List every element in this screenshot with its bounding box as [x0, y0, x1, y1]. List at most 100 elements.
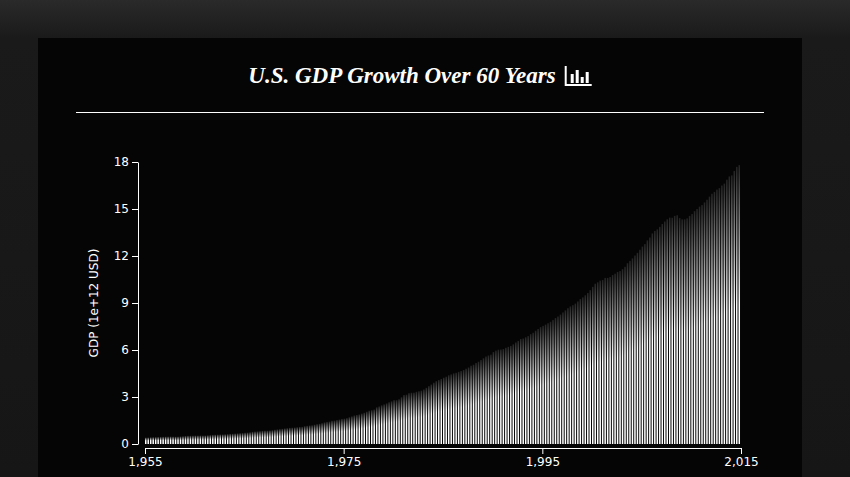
bar [247, 433, 248, 444]
bar [448, 375, 449, 444]
bar [570, 306, 571, 444]
bar [212, 435, 213, 444]
bar [580, 299, 581, 444]
bar [406, 395, 407, 444]
bar [642, 247, 643, 444]
bar [264, 431, 265, 444]
bar [287, 428, 288, 444]
bar [542, 326, 543, 444]
bar [503, 349, 504, 444]
bar [423, 389, 424, 444]
bar [614, 274, 615, 444]
bar [376, 407, 377, 444]
bar [639, 250, 640, 444]
bar [664, 222, 665, 444]
bar [535, 331, 536, 444]
bar [145, 438, 146, 444]
bar [331, 421, 332, 444]
bar [381, 405, 382, 444]
bar [172, 437, 173, 444]
bar [604, 278, 605, 444]
bar [565, 310, 566, 444]
bar [329, 422, 330, 444]
bar [490, 355, 491, 444]
bar [314, 425, 315, 444]
bar [632, 258, 633, 444]
bar [306, 426, 307, 444]
bar [177, 437, 178, 444]
bar [716, 190, 717, 444]
y-tick: 18 [114, 155, 138, 169]
bar [619, 271, 620, 444]
y-tick-mark [132, 256, 138, 257]
bar [585, 295, 586, 444]
bar [418, 391, 419, 444]
bar [602, 280, 603, 444]
bar [299, 427, 300, 444]
bar [279, 429, 280, 444]
bar [351, 416, 352, 444]
bar [391, 401, 392, 444]
bar [669, 218, 670, 444]
bar [577, 301, 578, 444]
bar [679, 218, 680, 444]
y-axis: 0369121518 [114, 155, 139, 451]
bar [525, 337, 526, 444]
bar [699, 207, 700, 444]
bar [239, 433, 240, 444]
bar [200, 435, 201, 444]
bar [734, 171, 735, 444]
bar [398, 399, 399, 444]
chart-svg: U.S. GDP Growth Over 60 Years1,9551,9751… [0, 0, 850, 477]
bar [232, 434, 233, 444]
bar [346, 418, 347, 444]
bar [311, 425, 312, 444]
y-tick-label: 0 [121, 437, 129, 451]
y-tick-label: 6 [121, 343, 129, 357]
icon-bar [586, 72, 589, 83]
bar [468, 367, 469, 444]
x-tick-label: 1,955 [128, 455, 162, 469]
bar [259, 431, 260, 444]
bar [202, 436, 203, 444]
bar [520, 339, 521, 444]
bar [458, 372, 459, 444]
bar [659, 227, 660, 444]
bar [667, 219, 668, 444]
bar [408, 393, 409, 444]
bar [361, 414, 362, 444]
bar [207, 435, 208, 444]
bar [582, 297, 583, 444]
bar [438, 380, 439, 444]
bar [441, 379, 442, 444]
bar [222, 434, 223, 444]
bar [609, 277, 610, 444]
bar [505, 348, 506, 444]
bar [349, 417, 350, 444]
bar [284, 428, 285, 444]
bar [373, 410, 374, 444]
bar [364, 413, 365, 444]
bar [560, 315, 561, 444]
bar [704, 202, 705, 444]
bar [721, 186, 722, 445]
bar [257, 431, 258, 444]
bar [537, 329, 538, 444]
x-tick-mark [344, 448, 345, 454]
bar [393, 400, 394, 444]
bar [674, 216, 675, 444]
bar [513, 344, 514, 444]
bar [428, 386, 429, 444]
bar [234, 434, 235, 444]
bar [309, 425, 310, 444]
bar [594, 284, 595, 444]
bar [242, 433, 243, 444]
bar [485, 357, 486, 444]
y-tick-mark [132, 397, 138, 398]
y-tick: 0 [121, 437, 138, 451]
bar [366, 412, 367, 444]
icon-bar [576, 70, 579, 83]
bar [344, 419, 345, 444]
bar [515, 342, 516, 444]
bar [736, 167, 737, 444]
